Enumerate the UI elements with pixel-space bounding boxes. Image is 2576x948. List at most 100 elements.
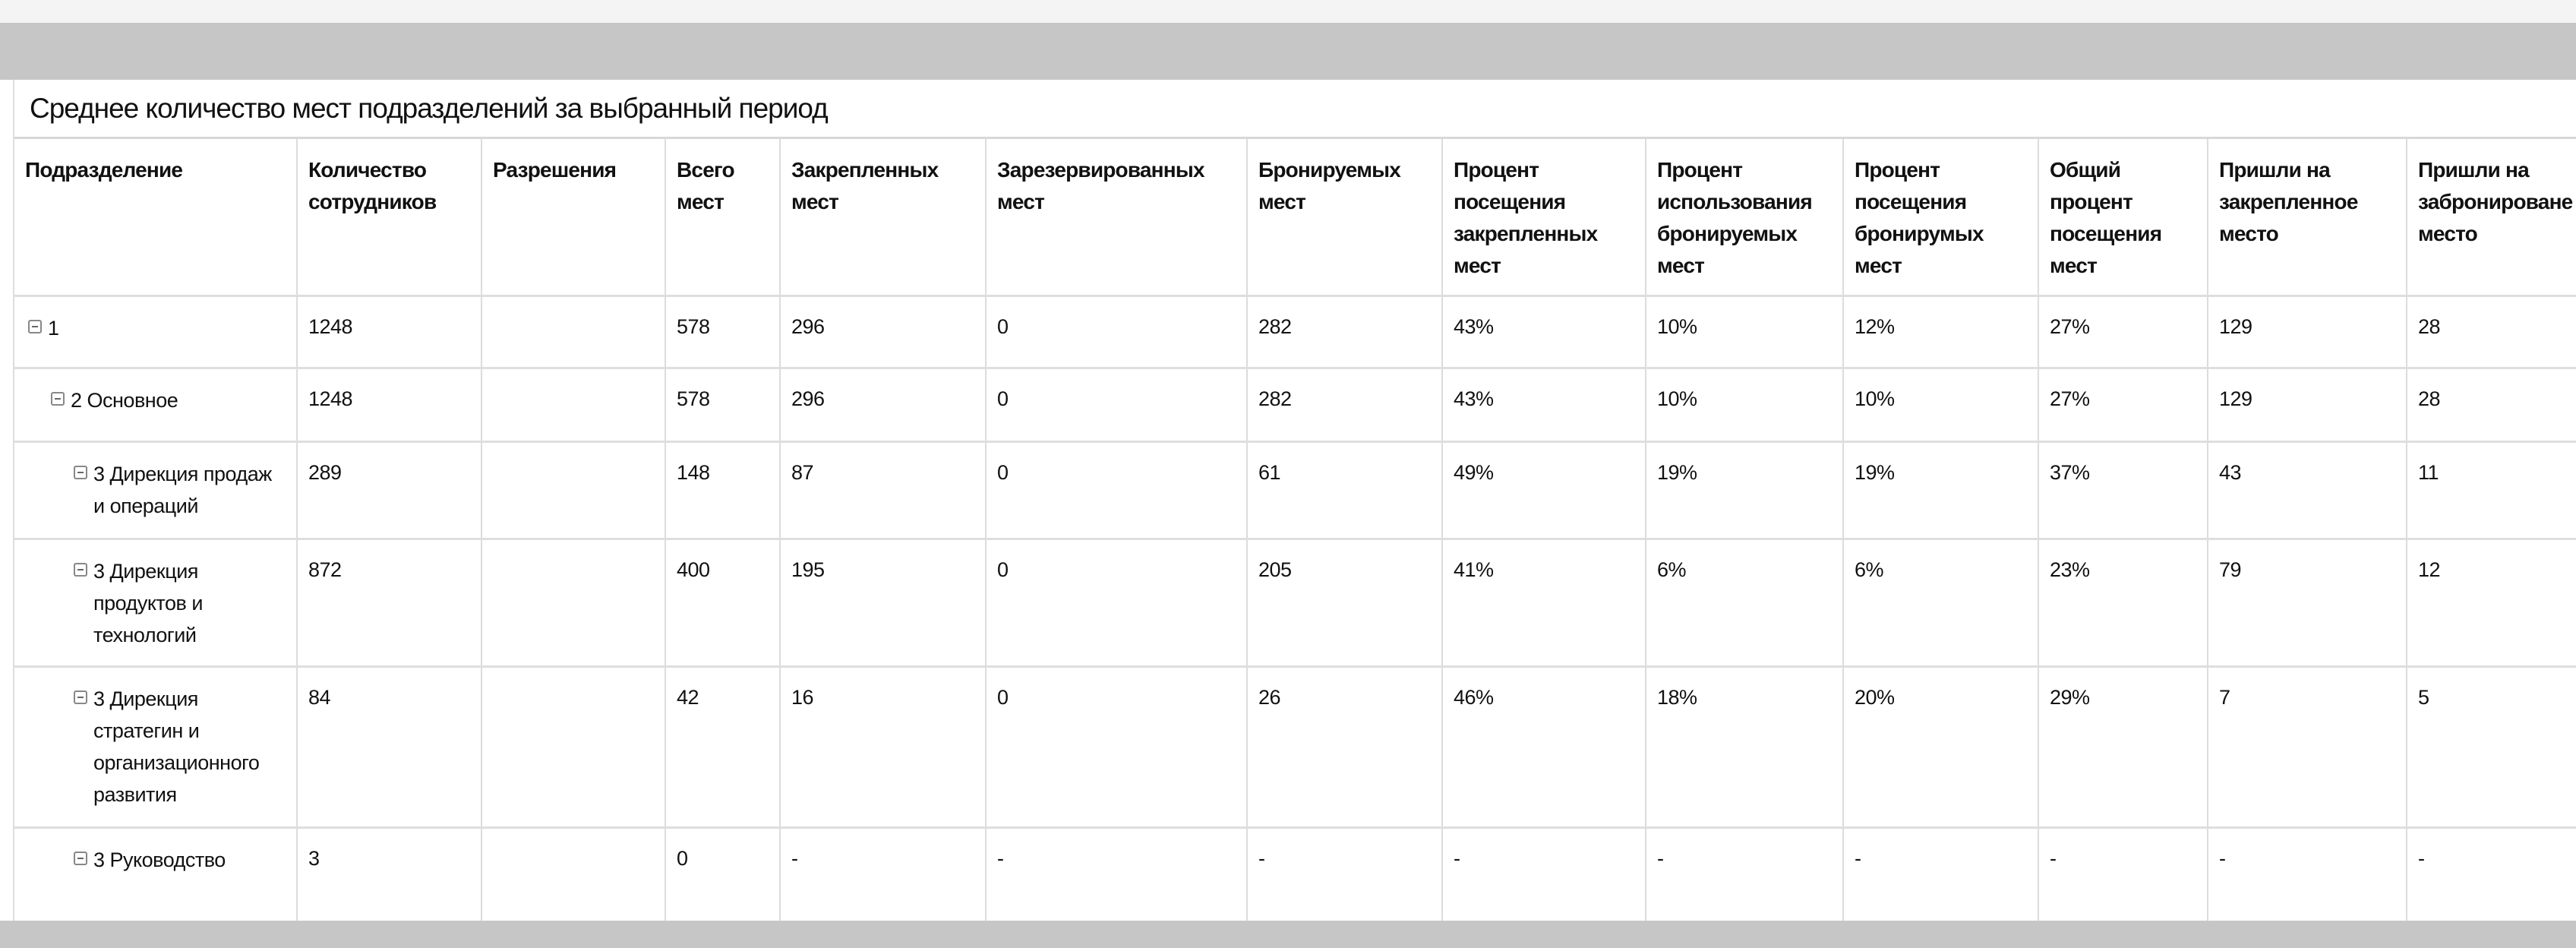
table-cell: 289 — [297, 441, 482, 540]
departments-table: Подразделение Количество сотрудников Разре… — [14, 139, 2576, 923]
column-header[interactable]: Закрепленных мест — [780, 139, 987, 297]
table-cell: 578 — [665, 368, 781, 443]
column-header[interactable]: Пришли на забронироване место — [2407, 139, 2576, 297]
collapse-icon[interactable] — [74, 563, 87, 577]
table-cell: 6% — [1646, 539, 1844, 668]
table-cell: 296 — [780, 295, 987, 369]
table-cell: 28 — [2407, 295, 2576, 369]
table-cell: 28 — [2407, 368, 2576, 443]
table-header-row: Подразделение Количество сотрудников Разре… — [14, 139, 2576, 297]
table-cell — [481, 539, 666, 668]
column-header[interactable]: Общий процент посещения мест — [2038, 139, 2208, 297]
table-row[interactable]: 3 Дирекция стратегин и организационного … — [14, 666, 2576, 829]
table-cell — [481, 666, 666, 829]
table-cell: - — [2407, 827, 2576, 923]
table-cell: 5 — [2407, 666, 2576, 829]
column-header[interactable]: Зарезервированных мест — [986, 139, 1248, 297]
department-label: 3 Дирекция продуктов и технологий — [93, 560, 203, 646]
collapse-icon[interactable] — [51, 392, 65, 406]
department-cell: 3 Дирекция стратегин и организационного … — [14, 666, 298, 829]
department-name: 3 Дирекция продаж и операций — [74, 458, 286, 522]
table-cell: 1248 — [297, 295, 482, 369]
department-cell: 3 Руководство — [14, 827, 298, 923]
table-cell: 18% — [1646, 666, 1844, 829]
table-cell: 1248 — [297, 368, 482, 443]
table-cell: 3 — [297, 827, 482, 923]
department-name: 1 — [28, 312, 286, 344]
collapse-icon[interactable] — [74, 690, 87, 704]
table-cell: 46% — [1442, 666, 1646, 829]
table-row[interactable]: 3 Дирекция продуктов и технологий 872 400 1… — [14, 539, 2576, 668]
table-cell: 43 — [2208, 441, 2407, 540]
table-cell: 10% — [1843, 368, 2039, 443]
table-cell: - — [1442, 827, 1646, 923]
table-cell: 148 — [665, 441, 781, 540]
column-header[interactable]: Процент посещения бронирумых мест — [1843, 139, 2039, 297]
department-cell: 1 — [14, 295, 298, 369]
table-cell: 27% — [2038, 295, 2208, 369]
column-header[interactable]: Всего мест — [665, 139, 781, 297]
table-row[interactable]: 3 Руководство 3 0- - - - - - - - - — [14, 827, 2576, 923]
department-cell: 3 Дирекция продаж и операций — [14, 441, 298, 540]
table-cell: 400 — [665, 539, 781, 668]
table-cell: 0 — [986, 295, 1248, 369]
department-name: 2 Основное — [51, 384, 286, 416]
table-cell: 16 — [780, 666, 987, 829]
column-header[interactable]: Подразделение — [14, 139, 298, 297]
department-name: 3 Дирекция стратегин и организационного … — [74, 683, 286, 811]
table-cell — [481, 827, 666, 923]
table-cell: - — [986, 827, 1248, 923]
table-cell: 0 — [665, 827, 781, 923]
column-header[interactable]: Разрешения — [481, 139, 666, 297]
table-row[interactable]: 2 Основное 1248 578 296 0 282 43% 10% 10% 27% 129 2… — [14, 368, 2576, 443]
department-name: 3 Дирекция продуктов и технологий — [74, 555, 286, 651]
table-cell — [481, 295, 666, 369]
footer-band — [0, 921, 2576, 948]
column-header[interactable]: Пришли на закрепленное место — [2208, 139, 2407, 297]
table-cell: 129 — [2208, 295, 2407, 369]
table-cell: 61 — [1247, 441, 1443, 540]
department-label: 2 Основное — [71, 389, 178, 412]
collapse-icon[interactable] — [74, 852, 87, 865]
table-cell: 0 — [986, 539, 1248, 668]
table-cell: 129 — [2208, 368, 2407, 443]
column-header[interactable]: Количество сотрудников — [297, 139, 482, 297]
table-row[interactable]: 3 Дирекция продаж и операций 289 148 87 0 61 4… — [14, 441, 2576, 540]
table-row[interactable]: 1 1248 578 296 0 282 43% 10% 12% 27% 129 28 — [14, 295, 2576, 369]
collapse-icon[interactable] — [74, 466, 87, 479]
table-cell: 19% — [1646, 441, 1844, 540]
table-cell: 0 — [986, 368, 1248, 443]
table-cell: 84 — [297, 666, 482, 829]
table-cell: 87 — [780, 441, 987, 540]
table-cell: 23% — [2038, 539, 2208, 668]
table-cell: - — [1646, 827, 1844, 923]
top-bar — [0, 0, 2576, 23]
table-cell: 11 — [2407, 441, 2576, 540]
table-cell: 29% — [2038, 666, 2208, 829]
table-cell: - — [780, 827, 987, 923]
table-cell — [481, 368, 666, 443]
department-label: 3 Руководство — [93, 848, 226, 871]
table-cell: 6% — [1843, 539, 2039, 668]
table-cell: - — [2038, 827, 2208, 923]
report-panel: Среднее количество мест подразделений за… — [13, 80, 2576, 923]
table-cell: 42 — [665, 666, 781, 829]
collapse-icon[interactable] — [28, 320, 42, 333]
department-cell: 2 Основное — [14, 368, 298, 443]
table-cell: 79 — [2208, 539, 2407, 668]
column-header[interactable]: Процент посещения закрепленных мест — [1442, 139, 1646, 297]
table-cell: 10% — [1646, 368, 1844, 443]
table-cell: 43% — [1442, 295, 1646, 369]
department-label: 3 Дирекция стратегин и организационного … — [93, 687, 260, 806]
column-header[interactable]: Процент использования бронируемых мест — [1646, 139, 1844, 297]
table-cell: 205 — [1247, 539, 1443, 668]
table-cell: 0 — [986, 666, 1248, 829]
table-cell: 872 — [297, 539, 482, 668]
table-cell: 49% — [1442, 441, 1646, 540]
table-cell: 7 — [2208, 666, 2407, 829]
table-cell: 282 — [1247, 295, 1443, 369]
column-header[interactable]: Бронируемых мест — [1247, 139, 1443, 297]
table-cell: 19% — [1843, 441, 2039, 540]
table-cell: 578 — [665, 295, 781, 369]
table-cell: 296 — [780, 368, 987, 443]
